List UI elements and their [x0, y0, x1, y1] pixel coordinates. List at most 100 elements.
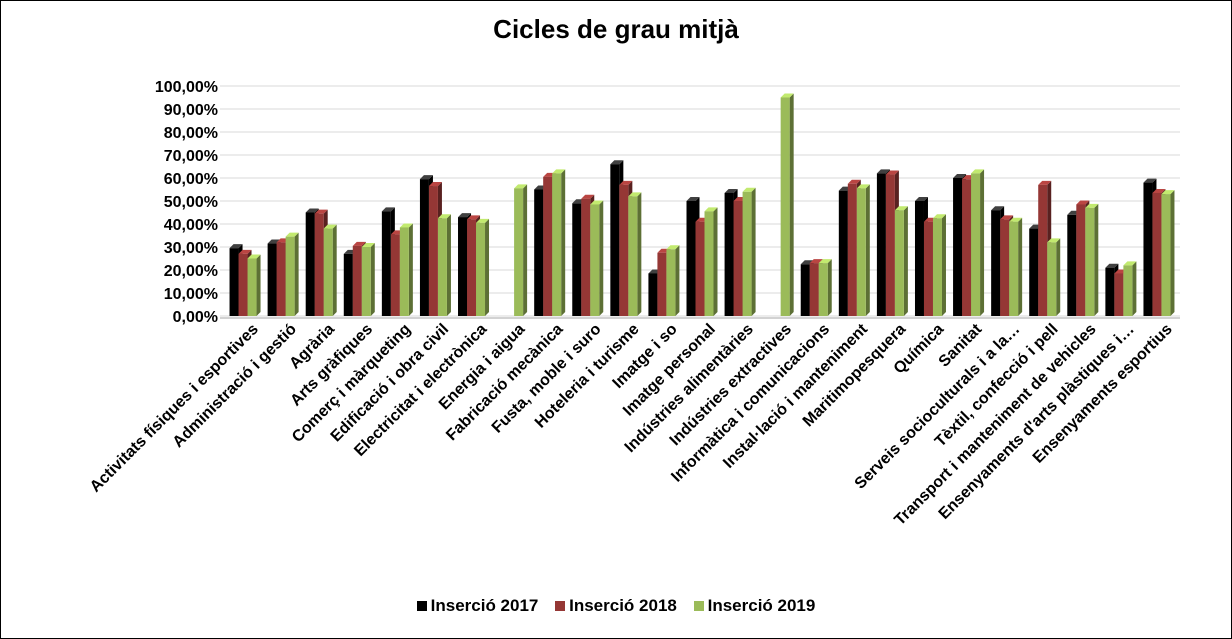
bar-front — [390, 234, 400, 316]
bar-front — [894, 210, 904, 316]
bar-front — [932, 218, 942, 316]
bar-top — [953, 174, 967, 178]
bar-front — [876, 173, 886, 316]
bar-front — [399, 227, 409, 316]
bar-17-2 — [894, 206, 908, 316]
bar-front — [1085, 207, 1095, 316]
bar-front — [1105, 267, 1115, 316]
bar-top — [610, 160, 624, 165]
bar-front — [552, 173, 562, 316]
bar-side — [903, 206, 908, 316]
legend-label-2019: Inserció 2019 — [707, 596, 816, 615]
bar-4-2 — [399, 223, 413, 316]
chart-title: Cicles de grau mitjà — [493, 14, 739, 44]
bar-top — [419, 175, 433, 180]
bar-front — [657, 252, 667, 316]
bar-front — [1161, 194, 1171, 316]
bar-top — [914, 197, 928, 201]
bar-top — [514, 184, 528, 189]
bar-1-2 — [285, 232, 299, 316]
bar-side — [370, 243, 375, 316]
bar-front — [733, 201, 743, 316]
bar-top — [476, 218, 490, 223]
bar-side — [1132, 261, 1137, 316]
bar-side — [713, 207, 718, 316]
bar-top — [467, 215, 481, 220]
bar-front — [1114, 273, 1124, 316]
bar-top — [894, 206, 908, 211]
bar-front — [619, 184, 629, 316]
y-tick-label: 60,00% — [164, 171, 218, 188]
bar-top — [581, 194, 595, 199]
bar-side — [1018, 217, 1023, 316]
legend-swatch-2019 — [693, 601, 704, 611]
bar-side — [1170, 190, 1175, 316]
bar-front — [229, 248, 239, 316]
bar-top — [619, 180, 633, 185]
bar-top — [818, 259, 832, 264]
bar-front — [962, 179, 972, 316]
bar-side — [485, 218, 490, 316]
bar-13-2 — [742, 187, 756, 316]
bar-front — [361, 247, 371, 316]
bar-front — [1143, 182, 1153, 316]
y-tick-label: 80,00% — [164, 125, 218, 142]
bar-side — [941, 214, 946, 316]
bar-5-2 — [437, 214, 451, 316]
bar-front — [780, 97, 790, 316]
bar-top — [323, 224, 337, 229]
bar-side — [637, 192, 642, 316]
bar-front — [428, 186, 438, 316]
bar-front — [247, 258, 257, 316]
bar-top — [399, 223, 413, 228]
bar-3-2 — [361, 243, 375, 316]
bar-side — [294, 232, 299, 316]
bar-10-2 — [628, 192, 642, 316]
bar-front — [381, 211, 391, 316]
bar-front — [314, 213, 324, 316]
bar-top — [686, 197, 700, 201]
bar-front — [1029, 228, 1039, 316]
bar-front — [914, 201, 924, 316]
bar-top — [991, 206, 1005, 211]
bar-front — [818, 263, 828, 316]
y-tick-label: 30,00% — [164, 240, 218, 257]
bar-front — [809, 263, 819, 316]
bar-front — [323, 228, 333, 316]
bar-side — [827, 259, 832, 316]
bar-top — [885, 170, 899, 175]
bar-top — [437, 214, 451, 219]
bar-front — [305, 212, 315, 316]
bar-front — [267, 243, 277, 316]
bar-side — [980, 169, 985, 316]
bar-14-2 — [780, 93, 794, 316]
bar-front — [628, 196, 638, 316]
bar-side — [789, 93, 794, 316]
bar-7-2 — [514, 184, 528, 316]
bar-front — [704, 211, 714, 316]
legend-item-2017: Inserció 2017 — [416, 596, 538, 616]
bar-side — [1094, 203, 1099, 316]
bar-front — [467, 219, 477, 316]
bar-side — [751, 187, 756, 316]
bar-top — [1105, 263, 1119, 268]
bar-top — [847, 179, 861, 184]
bar-side — [865, 184, 870, 316]
y-tick-label: 70,00% — [164, 148, 218, 165]
bar-front — [534, 189, 544, 316]
legend-item-2018: Inserció 2018 — [555, 596, 677, 616]
y-tick-label: 20,00% — [164, 263, 218, 280]
bar-15-2 — [818, 259, 832, 316]
bar-front — [847, 183, 857, 316]
bar-top — [628, 192, 642, 197]
bar-front — [572, 203, 582, 316]
bar-front — [1076, 204, 1086, 316]
bar-front — [648, 273, 658, 316]
chart-legend: Inserció 2017 Inserció 2018 Inserció 201… — [0, 596, 1232, 616]
bar-top — [305, 208, 319, 213]
bar-front — [610, 164, 620, 316]
bar-side — [446, 214, 451, 316]
bar-side — [408, 223, 413, 316]
bar-front — [543, 176, 553, 316]
bar-top — [361, 243, 375, 247]
